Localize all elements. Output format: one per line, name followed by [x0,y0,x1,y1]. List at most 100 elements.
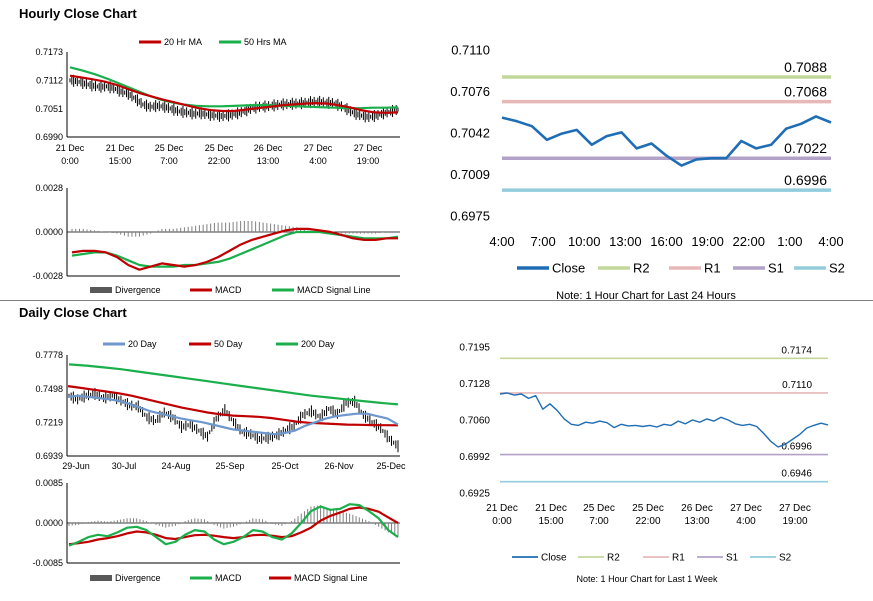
hourly-price-xtick-date: 26 Dec [254,143,283,153]
hourly-price-ytick-label: 0.7173 [35,47,63,57]
hourly-levels-xtick-label: 1:00 [777,234,802,249]
weekly-levels-xtick-time: 15:00 [538,516,563,527]
hourly-price-xtick-time: 7:00 [160,156,178,166]
daily-price-xtick-label: 25-Oct [271,461,299,471]
weekly-levels-xtick-date: 25 Dec [632,503,664,514]
daily-50day-line [67,385,399,427]
daily-price-xtick-label: 25-Sep [215,461,244,471]
weekly-levels-xtick-date: 27 Dec [730,503,762,514]
hourly-price-xtick-time: 19:00 [357,156,380,166]
hourly-price-ytick-label: 0.7051 [35,104,63,114]
weekly-levels-legend-r2-label: R2 [607,553,620,564]
daily-20day-line [67,394,399,436]
hourly-macd-ytick-label: -0.0028 [32,271,63,281]
hourly-levels-legend-s1-label: S1 [768,261,784,276]
hourly-levels-ytick-label: 0.7042 [450,126,490,141]
daily-price-ytick-label: 0.7778 [35,350,63,360]
hourly-levels-xtick-label: 10:00 [568,234,601,249]
hourly-levels-xtick-label: 13:00 [609,234,642,249]
weekly-levels-xtick-time: 4:00 [736,516,756,527]
hourly-macd-legend-divergence-swatch [90,287,112,293]
daily-price-xtick-label: 24-Aug [161,461,190,471]
weekly-level-s2-label: 0.6946 [781,469,812,480]
weekly-levels-ytick-label: 0.6925 [459,489,490,500]
weekly-levels-xtick-date: 25 Dec [583,503,615,514]
hourly-levels-xtick-label: 19:00 [691,234,724,249]
hourly-level-r1-label: 0.7068 [784,84,827,100]
weekly-levels-note: Note: 1 Hour Chart for Last 1 Week [577,574,718,584]
hourly-level-r2-label: 0.7088 [784,59,827,75]
section-divider [0,300,873,301]
hourly-macd-legend-macd-label: MACD [215,285,242,295]
weekly-close-line [499,392,829,448]
weekly-levels-ytick-label: 0.7195 [459,343,490,354]
weekly-levels-ytick-label: 0.6992 [459,452,490,463]
daily-price-ytick-label: 0.7219 [35,417,63,427]
hourly-levels-legend-r2-label: R2 [633,261,650,276]
weekly-levels-legend-s2-label: S2 [779,553,792,564]
weekly-level-r1-label: 0.7110 [782,380,812,391]
weekly-levels-legend-close-label: Close [541,553,567,564]
weekly-levels-xtick-time: 0:00 [492,516,512,527]
daily-macd-ytick-label: 0.0085 [35,478,63,488]
hourly-levels-xtick-label: 16:00 [650,234,683,249]
hourly-price-xtick-date: 21 Dec [106,143,135,153]
hourly-price-xtick-time: 13:00 [257,156,280,166]
hourly-50hr-ma-line [69,66,399,110]
daily-section-title: Daily Close Chart [19,305,127,320]
daily-legend-200day-label: 200 Day [301,339,335,349]
weekly-levels-legend-s1-label: S1 [726,553,739,564]
hourly-price-xtick-time: 22:00 [208,156,231,166]
hourly-section-title: Hourly Close Chart [19,6,137,21]
daily-price-xtick-label: 30-Jul [112,461,137,471]
daily-200day-line [68,363,399,406]
hourly-price-xtick-date: 27 Dec [354,143,383,153]
hourly-levels-xtick-label: 4:00 [818,234,843,249]
hourly-price-xtick-time: 0:00 [61,156,79,166]
hourly-levels-legend-s2-label: S2 [829,261,845,276]
hourly-levels-ytick-label: 0.6975 [450,209,490,224]
hourly-macd-line [71,227,398,271]
hourly-levels-ytick-label: 0.7076 [450,84,490,99]
hourly-levels-xtick-label: 7:00 [530,234,555,249]
hourly-close-line [501,115,832,167]
weekly-levels-xtick-time: 13:00 [684,516,709,527]
hourly-legend-20hr-label: 20 Hr MA [164,37,202,47]
hourly-price-xtick-date: 27 Dec [304,143,333,153]
weekly-levels-xtick-time: 19:00 [782,516,807,527]
hourly-macd-legend-divergence-label: Divergence [115,285,161,295]
daily-macd-legend-macd-label: MACD [215,573,242,583]
daily-macd-legend-signal-label: MACD Signal Line [294,573,368,583]
daily-macd-legend-divergence-label: Divergence [115,573,161,583]
hourly-levels-legend-r1-label: R1 [704,261,721,276]
weekly-level-r2-label: 0.7174 [781,345,812,356]
weekly-levels-xtick-date: 26 Dec [681,503,713,514]
weekly-levels-xtick-date: 27 Dec [779,503,811,514]
hourly-price-ytick-label: 0.6990 [35,132,63,142]
weekly-levels-legend-r1-label: R1 [672,553,685,564]
daily-legend-20day-label: 20 Day [128,339,157,349]
hourly-20hr-ma-line [69,74,399,114]
hourly-price-xtick-date: 25 Dec [205,143,234,153]
hourly-macd-legend-signal-label: MACD Signal Line [297,285,371,295]
hourly-levels-xtick-label: 4:00 [489,234,514,249]
hourly-macd-ytick-label: 0.0028 [35,183,63,193]
hourly-levels-ytick-label: 0.7009 [450,167,490,182]
weekly-levels-xtick-date: 21 Dec [486,503,518,514]
daily-macd-line [68,503,399,547]
hourly-level-s1-label: 0.7022 [784,140,827,156]
hourly-price-xtick-time: 15:00 [109,156,132,166]
weekly-levels-ytick-label: 0.7060 [459,416,490,427]
daily-macd-signal-line [68,506,399,546]
daily-legend-50day-label: 50 Day [214,339,243,349]
weekly-level-s1-label: 0.6996 [781,442,812,453]
daily-macd-ytick-label: 0.0000 [35,518,63,528]
daily-price-xtick-label: 26-Nov [324,461,354,471]
weekly-levels-xtick-date: 21 Dec [535,503,567,514]
hourly-price-xtick-date: 21 Dec [56,143,85,153]
hourly-levels-note: Note: 1 Hour Chart for Last 24 Hours [556,290,736,302]
hourly-levels-ytick-label: 0.7110 [451,43,490,58]
daily-macd-ytick-label: -0.0085 [32,558,63,568]
weekly-levels-xtick-time: 22:00 [635,516,660,527]
